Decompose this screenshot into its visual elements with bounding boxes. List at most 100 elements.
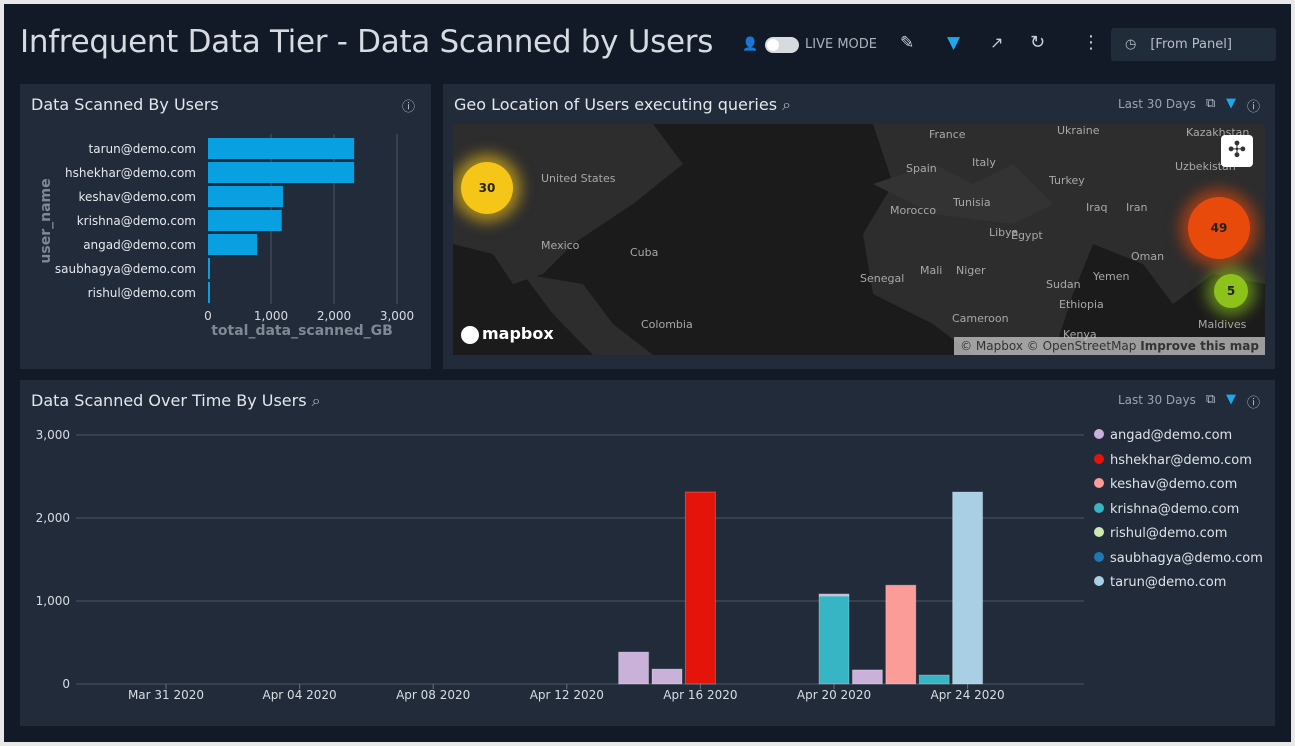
y-tick-label: 2,000 <box>36 511 70 525</box>
legend-label: krishna@demo.com <box>1110 501 1240 517</box>
bar[interactable] <box>208 282 210 303</box>
map-cluster[interactable]: 30 <box>461 162 513 214</box>
filter-icon[interactable]: ▼ <box>1226 392 1236 407</box>
panel-data-scanned-by-users: Data Scanned By Users ⓘ 0 1,000 2,000 3,000… <box>20 84 431 369</box>
bar[interactable] <box>208 210 282 231</box>
x-tick-label: Apr 24 2020 <box>930 688 1004 702</box>
bar[interactable] <box>851 669 883 685</box>
y-tick-label: 0 <box>62 677 70 691</box>
y-tick-label: 3,000 <box>36 428 70 442</box>
y-tick-label: saubhagya@demo.com <box>55 262 196 276</box>
cluster-count: 49 <box>1210 221 1228 235</box>
legend-item[interactable]: saubhagya@demo.com <box>1094 551 1263 566</box>
map-label: Cameroon <box>952 312 1009 325</box>
legend-swatch <box>1094 429 1104 439</box>
map-label: Colombia <box>641 318 693 331</box>
map-land <box>453 124 1265 355</box>
improve-map-link[interactable]: Improve this map <box>1140 339 1259 353</box>
dashboard: Infrequent Data Tier - Data Scanned by U… <box>4 4 1291 742</box>
more-icon[interactable]: ⋮ <box>1082 32 1100 53</box>
y-tick-label: krishna@demo.com <box>77 214 196 228</box>
legend-item[interactable]: hshekhar@demo.com <box>1094 453 1252 468</box>
legend-label: tarun@demo.com <box>1110 575 1227 590</box>
legend-label: rishul@demo.com <box>1110 526 1228 541</box>
time-range-value: [From Panel] <box>1150 37 1232 52</box>
time-range-picker[interactable]: ◷ [From Panel] <box>1111 28 1276 61</box>
legend-swatch <box>1094 551 1104 562</box>
map-label: Egypt <box>1011 229 1043 242</box>
dashboard-title: Infrequent Data Tier - Data Scanned by U… <box>20 24 714 60</box>
legend-item[interactable]: krishna@demo.com <box>1094 502 1239 517</box>
map-label: France <box>929 128 966 141</box>
map-label: Mexico <box>541 239 580 252</box>
info-icon[interactable]: ⓘ <box>402 100 416 115</box>
bar[interactable] <box>208 234 258 255</box>
bar[interactable] <box>618 651 650 685</box>
legend-item[interactable]: rishul@demo.com <box>1094 526 1227 541</box>
legend-swatch <box>1094 453 1104 464</box>
map-label: United States <box>541 172 616 185</box>
zoom-icon[interactable]: ⌕ <box>311 391 321 410</box>
map-cluster[interactable]: 49 <box>1188 197 1250 259</box>
panel-title: Data Scanned Over Time By Users ⌕ <box>31 391 321 411</box>
map-label: Yemen <box>1093 270 1130 283</box>
legend-label: angad@demo.com <box>1110 428 1233 443</box>
x-tick-label: Apr 04 2020 <box>262 688 336 702</box>
map-label: Uzbekistan <box>1175 160 1236 173</box>
bar[interactable] <box>208 186 283 207</box>
map-label: Morocco <box>890 204 937 217</box>
bar[interactable] <box>818 593 850 597</box>
bar[interactable] <box>885 584 917 685</box>
map-label: Italy <box>972 156 996 169</box>
filter-icon[interactable]: ▼ <box>1226 96 1236 111</box>
panel-title: Geo Location of Users executing queries … <box>454 95 791 115</box>
mapbox-logo-text: mapbox <box>482 324 554 343</box>
legend-swatch <box>1094 502 1104 513</box>
mapbox-logo[interactable]: mapbox <box>461 324 554 344</box>
attribution-text[interactable]: © Mapbox © OpenStreetMap <box>960 339 1137 353</box>
live-mode-label: LIVE MODE <box>805 37 877 52</box>
map-label: Libya <box>989 226 1019 239</box>
info-icon[interactable]: ⓘ <box>1247 396 1261 411</box>
live-mode-toggle[interactable] <box>765 37 799 53</box>
map-label: Spain <box>906 162 937 175</box>
x-tick-label: 1,000 <box>254 309 288 323</box>
x-tick-label: Apr 16 2020 <box>663 688 737 702</box>
y-tick-label: keshav@demo.com <box>79 190 196 204</box>
bar[interactable] <box>208 138 355 159</box>
map-label: Senegal <box>860 272 905 285</box>
panel-title-text: Geo Location of Users executing queries <box>454 95 778 114</box>
map[interactable]: France Ukraine Kazakhstan Italy Uzbekistan Un… <box>453 124 1265 355</box>
time-range-label: Last 30 Days <box>1118 393 1196 407</box>
copy-icon[interactable]: ⧉ <box>1206 96 1216 111</box>
filter-icon[interactable]: ▼ <box>947 33 961 53</box>
bar[interactable] <box>651 668 683 685</box>
bar[interactable] <box>952 491 984 685</box>
users-bar-chart: 0 1,000 2,000 3,000 tarun@demo.com hshekhar@d… <box>38 134 414 339</box>
legend-item[interactable]: angad@demo.com <box>1094 428 1232 443</box>
bar[interactable] <box>208 162 355 183</box>
y-tick-label: rishul@demo.com <box>88 286 196 300</box>
y-tick-label: tarun@demo.com <box>89 142 196 156</box>
copy-icon[interactable]: ⧉ <box>1206 392 1216 407</box>
bar[interactable] <box>818 595 850 685</box>
refresh-icon[interactable]: ↻ <box>1030 32 1046 53</box>
y-tick-label: 1,000 <box>36 594 70 608</box>
bar[interactable] <box>208 258 210 279</box>
map-cluster[interactable]: 5 <box>1214 274 1248 308</box>
panel-title: Data Scanned By Users <box>31 95 219 114</box>
share-icon[interactable]: ↗ <box>990 33 1004 52</box>
legend-item[interactable]: tarun@demo.com <box>1094 575 1226 590</box>
y-tick-label: hshekhar@demo.com <box>65 166 196 180</box>
edit-icon[interactable]: ✎ <box>900 33 915 53</box>
zoom-icon[interactable]: ⌕ <box>782 95 792 114</box>
legend-item[interactable]: keshav@demo.com <box>1094 477 1237 492</box>
map-label: Maldives <box>1198 318 1247 331</box>
bar[interactable] <box>684 491 716 685</box>
legend-swatch <box>1094 527 1104 537</box>
map-attribution: © Mapbox © OpenStreetMap Improve this ma… <box>954 337 1265 355</box>
info-icon[interactable]: ⓘ <box>1247 100 1261 115</box>
bar[interactable] <box>918 674 950 685</box>
map-label: Cuba <box>630 246 659 259</box>
fullscreen-icon[interactable]: ✣ <box>1221 135 1253 167</box>
